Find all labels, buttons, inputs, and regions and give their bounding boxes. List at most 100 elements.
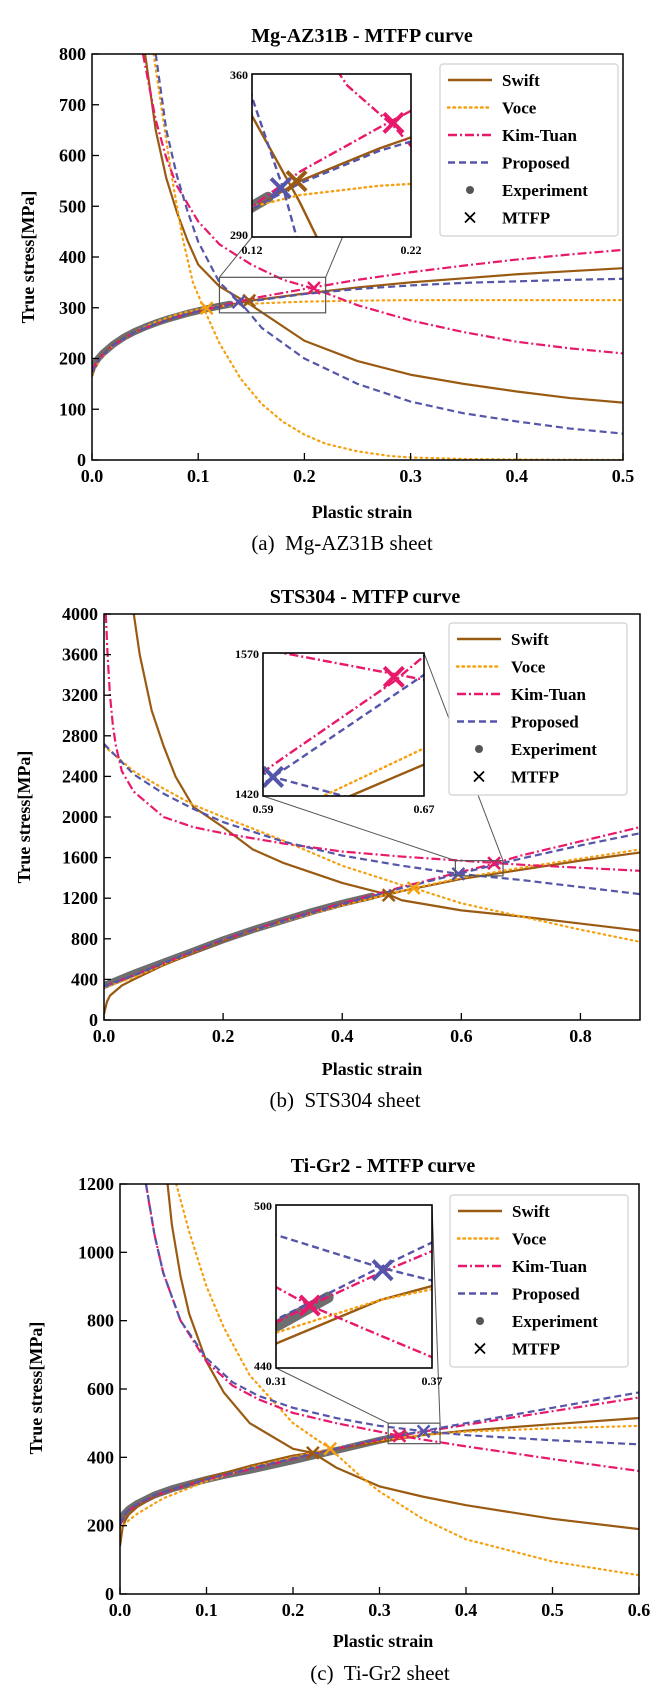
y-tick-label: 2000 <box>62 807 98 827</box>
legend-box <box>449 1194 629 1368</box>
mtfp-marker-voce <box>92 1399 111 1418</box>
y-tick-label: 2800 <box>62 726 98 746</box>
y-tick-label: 700 <box>59 95 86 115</box>
legend-dot-icon <box>466 186 474 194</box>
y-axis-label: True stress[MPa] <box>14 751 34 884</box>
proposed-hardening-curve <box>104 832 640 988</box>
inset-xmin-label: 0.12 <box>242 243 263 257</box>
proposed-hardening-curve <box>120 1391 639 1525</box>
y-tick-label: 4000 <box>62 604 98 624</box>
legend-dot-icon <box>475 745 483 753</box>
inset-frame <box>251 73 412 238</box>
x-tick-label: 0.2 <box>293 466 316 486</box>
legend-label: Voce <box>502 99 537 118</box>
inset-background <box>252 74 411 237</box>
mtfp-marker-proposed <box>263 765 285 788</box>
legend-box <box>439 63 619 237</box>
legend-label: Experiment <box>511 740 597 759</box>
proposed-hardening-curve <box>92 277 623 374</box>
swift-instability-curve <box>252 111 319 237</box>
chart-title: STS304 - MTFP curve <box>270 586 461 608</box>
inset-xmax-label: 0.22 <box>401 243 422 257</box>
voce-instability-curve <box>104 744 640 943</box>
voce-hardening-curve <box>120 1424 639 1531</box>
inset-xmin-label: 0.59 <box>253 802 274 816</box>
swift-instability-curve <box>132 614 640 932</box>
mtfp-marker-proposed <box>416 1424 431 1439</box>
panel-caption: (b) STS304 sheet <box>269 1088 420 1112</box>
y-tick-label: 400 <box>59 247 86 267</box>
y-tick-label: 0 <box>89 1010 98 1030</box>
x-tick-label: 0.0 <box>109 1600 132 1620</box>
proposed-instability-curve <box>154 54 623 435</box>
mtfp-marker-kim-tuan <box>487 856 501 871</box>
legend-label: Swift <box>502 71 540 90</box>
zoom-region-box <box>387 1422 441 1445</box>
inset-ymin-label: 290 <box>230 228 248 242</box>
y-tick-label: 1200 <box>62 888 98 908</box>
y-tick-label: 600 <box>59 146 86 166</box>
legend-x-icon <box>474 1342 486 1355</box>
y-tick-label: 500 <box>59 196 86 216</box>
x-tick-label: 0.1 <box>195 1600 218 1620</box>
y-tick-label: 400 <box>71 969 98 989</box>
experiment-data <box>92 300 234 373</box>
mtfp-marker-proposed <box>269 177 292 200</box>
mtfp-marker-swift <box>381 888 396 903</box>
mtfp-marker-voce <box>223 206 242 225</box>
legend-label: Experiment <box>502 181 588 200</box>
inset-frame <box>275 1204 433 1369</box>
proposed-instability-curve <box>104 743 640 896</box>
inset-background <box>276 1205 432 1368</box>
y-tick-label: 3200 <box>62 685 98 705</box>
kim-tuan-hardening-curve <box>120 1396 639 1527</box>
kim-tuan-instability-curve <box>276 653 424 681</box>
y-tick-label: 3600 <box>62 645 98 665</box>
mtfp-marker-voce <box>323 1441 338 1456</box>
plot-area <box>120 1184 639 1577</box>
voce-instability-curve <box>152 54 623 460</box>
zoom-connector-line <box>275 1367 389 1424</box>
legend-label: Voce <box>511 658 546 677</box>
voce-hardening-curve <box>92 299 623 375</box>
y-tick-label: 600 <box>87 1379 114 1399</box>
x-axis-label: Plastic strain <box>312 502 413 522</box>
y-tick-label: 800 <box>59 44 86 64</box>
x-tick-label: 0.6 <box>628 1600 651 1620</box>
mtfp-marker-kim-tuan <box>382 111 405 134</box>
y-tick-label: 1200 <box>78 1174 114 1194</box>
inset-plot-area <box>223 74 411 237</box>
legend-label: Swift <box>512 1202 550 1221</box>
kim-tuan-instability-curve <box>141 54 623 355</box>
legend-label: Experiment <box>512 1312 598 1331</box>
legend-label: MTFP <box>502 209 550 228</box>
legend: Swift Voce Kim-Tuan Proposed Experiment MTFP <box>449 1194 629 1368</box>
mtfp-marker-swift <box>242 293 257 308</box>
x-tick-label: 0.4 <box>455 1600 478 1620</box>
legend-label: Proposed <box>502 154 570 173</box>
inset-ymin-label: 1420 <box>235 787 259 801</box>
y-tick-label: 200 <box>59 349 86 369</box>
mtfp-marker-swift <box>28 968 47 987</box>
zoom-region-box <box>218 276 327 314</box>
legend-label: Swift <box>511 630 549 649</box>
mtfp-marker-voce <box>113 901 132 920</box>
kim-tuan-instability-curve <box>337 74 411 149</box>
x-tick-label: 0.3 <box>368 1600 391 1620</box>
x-tick-label: 0.6 <box>450 1026 473 1046</box>
inset-frame <box>262 652 425 797</box>
chart-title: Ti-Gr2 - MTFP curve <box>291 1155 476 1177</box>
mtfp-marker-swift <box>285 170 308 193</box>
zoom-connector-line <box>431 1204 441 1424</box>
mtfp-marker-proposed <box>371 1259 394 1282</box>
legend-label: Kim-Tuan <box>512 1257 588 1276</box>
y-tick-label: 800 <box>71 929 98 949</box>
x-tick-label: 0.3 <box>399 466 422 486</box>
mtfp-marker-kim-tuan <box>307 281 321 295</box>
y-tick-label: 200 <box>87 1516 114 1536</box>
